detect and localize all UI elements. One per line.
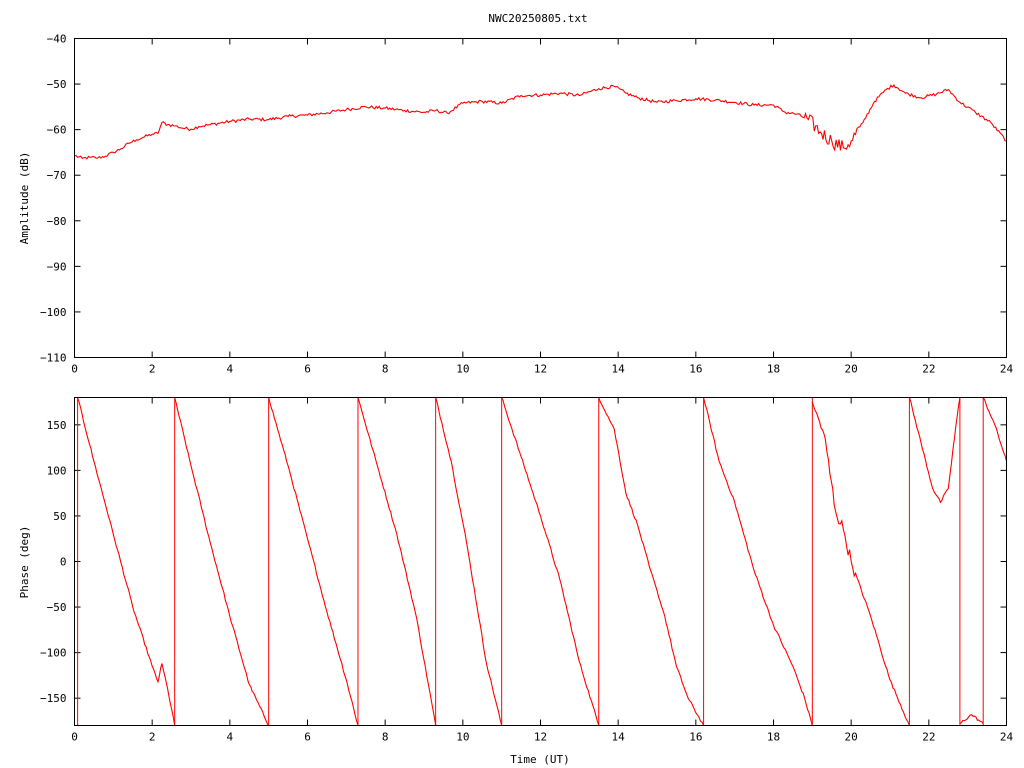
phase-x-tick-label: 4: [227, 731, 234, 744]
phase-series-segment: [703, 397, 813, 726]
phase-y-tick-label: 100: [47, 464, 67, 477]
phase-series-segment: [268, 397, 359, 726]
phase-x-tick-label: 0: [71, 731, 78, 744]
phase-x-tick-label: 10: [456, 731, 469, 744]
phase-y-tick-label: −150: [40, 692, 67, 705]
amplitude-y-tick-label: −100: [40, 306, 67, 319]
amplitude-x-tick-label: 12: [534, 363, 547, 376]
phase-series-segment: [435, 397, 503, 726]
phase-series-segment: [982, 397, 1008, 462]
amplitude-x-tick-label: 10: [456, 363, 469, 376]
amplitude-x-tick-label: 2: [149, 363, 156, 376]
phase-series-segment: [908, 397, 961, 504]
amplitude-x-tick-label: 22: [922, 363, 935, 376]
phase-x-tick-label: 2: [149, 731, 156, 744]
amplitude-x-tick-label: 20: [845, 363, 858, 376]
phase-y-tick-label: −50: [47, 601, 67, 614]
amplitude-x-tick-label: 4: [227, 363, 234, 376]
amplitude-y-tick-label: −110: [40, 352, 67, 365]
amplitude-y-tick-label: −50: [47, 78, 67, 91]
amplitude-x-tick-label: 18: [767, 363, 780, 376]
phase-series-segment: [174, 397, 270, 726]
phase-panel: Phase (deg) Time (UT) 0 2 4 6 8 10 12 14 16 18 20 2…: [18, 397, 1014, 766]
phase-y-tick-label: 150: [47, 419, 67, 432]
amplitude-y-tick-label: −60: [47, 124, 67, 137]
phase-plot-frame: [74, 397, 1007, 726]
phase-x-tick-label: 8: [382, 731, 389, 744]
amplitude-y-tick-label: −70: [47, 169, 67, 182]
phase-x-tick-label: 24: [1000, 731, 1014, 744]
phase-series-segment: [598, 397, 705, 726]
amplitude-x-tick-label: 8: [382, 363, 389, 376]
phase-x-axis-label: Time (UT): [510, 753, 570, 766]
phase-y-axis-label: Phase (deg): [18, 526, 31, 599]
amplitude-x-tick-label: 0: [71, 363, 78, 376]
phase-x-tick-label: 16: [689, 731, 702, 744]
phase-series-segment: [357, 397, 437, 726]
phase-x-tick-label: 22: [922, 731, 935, 744]
amplitude-x-tick-label: 14: [612, 363, 626, 376]
phase-y-tick-label: 50: [53, 510, 66, 523]
amplitude-series-line: [74, 84, 1007, 160]
amplitude-x-tick-label: 6: [304, 363, 311, 376]
phase-x-tick-label: 14: [612, 731, 626, 744]
chart-title: NWC20250805.txt: [488, 12, 587, 25]
amplitude-y-tick-label: −40: [47, 33, 67, 46]
phase-series-segment: [501, 397, 600, 726]
phase-series-segment: [77, 397, 176, 726]
phase-series-segment: [811, 401, 910, 726]
phase-y-tick-label: −100: [40, 647, 67, 660]
phase-series-segment: [959, 713, 984, 725]
phase-y-tick-label: 0: [60, 556, 67, 569]
amplitude-x-tick-label: 24: [1000, 363, 1014, 376]
phase-x-tick-label: 6: [304, 731, 311, 744]
amplitude-y-tick-label: −80: [47, 215, 67, 228]
phase-x-tick-label: 20: [845, 731, 858, 744]
amplitude-y-axis-label: Amplitude (dB): [18, 152, 31, 245]
phase-x-tick-label: 12: [534, 731, 547, 744]
amplitude-x-tick-label: 16: [689, 363, 702, 376]
phase-x-tick-label: 18: [767, 731, 780, 744]
amplitude-plot-frame: [74, 38, 1007, 358]
amplitude-panel: Amplitude (dB) 0 2 4 6 8 10 12 14 16 18 20 22 24−40−…: [18, 33, 1013, 376]
amplitude-y-tick-label: −90: [47, 260, 67, 273]
